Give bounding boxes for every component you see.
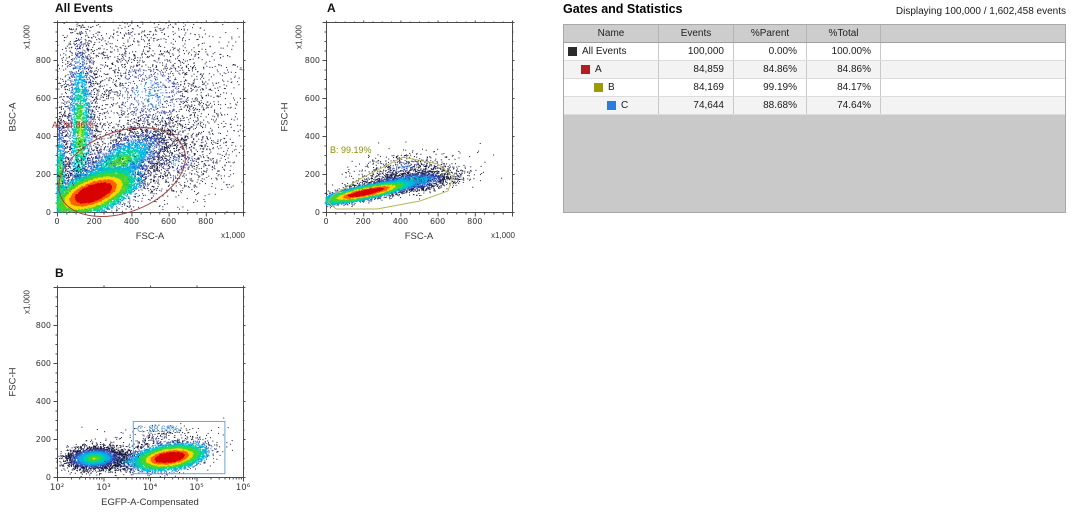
gate-name-label: All Events bbox=[582, 46, 627, 57]
table-cell: 74,644 bbox=[659, 97, 734, 114]
y-axis-label: FSC-H bbox=[279, 102, 291, 132]
table-row-all-events[interactable]: All Events 100,000 0.00% 100.00% bbox=[564, 43, 1065, 61]
displaying-events-text: Displaying 100,000 / 1,602,458 events bbox=[895, 6, 1066, 17]
table-cell: B bbox=[564, 79, 659, 96]
column-header-name[interactable]: Name bbox=[564, 25, 659, 42]
y-axis-multiplier: x1,000 bbox=[22, 289, 32, 315]
table-cell: 74.64% bbox=[807, 97, 881, 114]
y-axis-multiplier: x1,000 bbox=[22, 24, 32, 50]
gate-color-swatch bbox=[607, 101, 616, 110]
gate-b-label[interactable]: B: 99.19% bbox=[330, 145, 372, 155]
gate-name-label: B bbox=[608, 82, 615, 93]
plot-all-events: All Events x1,000 BSC-A FSC-A x1,000 A: … bbox=[0, 0, 270, 250]
table-cell: 100,000 bbox=[659, 43, 734, 60]
table-row-b[interactable]: B 84,169 99.19% 84.17% bbox=[564, 79, 1065, 97]
table-cell: 88.68% bbox=[734, 97, 807, 114]
table-cell: 0.00% bbox=[734, 43, 807, 60]
table-cell: All Events bbox=[564, 43, 659, 60]
x-axis-multiplier: x1,000 bbox=[490, 231, 515, 240]
y-axis-multiplier: x1,000 bbox=[294, 24, 304, 50]
table-header-row: Name Events %Parent %Total bbox=[564, 25, 1065, 43]
statistics-table: Name Events %Parent %Total All Events 100,00… bbox=[563, 24, 1066, 213]
gate-c-label[interactable]: C: 88.68% bbox=[137, 424, 180, 434]
column-header-extra[interactable] bbox=[881, 25, 1065, 42]
y-axis-label: BSC-A bbox=[7, 102, 19, 132]
table-cell bbox=[881, 43, 1065, 60]
x-axis-label: EGFP-A-Compensated bbox=[101, 497, 199, 508]
table-body: All Events 100,000 0.00% 100.00% A 84,859 84.8… bbox=[564, 43, 1065, 115]
table-cell: A bbox=[564, 61, 659, 78]
gate-a-density-plot-canvas[interactable] bbox=[272, 0, 522, 250]
table-cell: 84.86% bbox=[734, 61, 807, 78]
panel-title: Gates and Statistics bbox=[563, 2, 683, 16]
gate-color-swatch bbox=[581, 65, 590, 74]
table-cell: 84.17% bbox=[807, 79, 881, 96]
x-axis-label: FSC-A bbox=[135, 231, 165, 242]
gate-b-density-plot-canvas[interactable] bbox=[0, 265, 270, 526]
table-cell bbox=[881, 61, 1065, 78]
gate-name-label: C bbox=[621, 100, 629, 111]
y-axis-label: FSC-H bbox=[7, 367, 19, 397]
table-cell bbox=[881, 79, 1065, 96]
gate-name-label: A bbox=[595, 64, 602, 75]
column-header-events[interactable]: Events bbox=[659, 25, 734, 42]
table-cell: 100.00% bbox=[807, 43, 881, 60]
plot-gate-b: B x1,000 FSC-H EGFP-A-Compensated C: 88.… bbox=[0, 265, 270, 526]
table-cell: 84,169 bbox=[659, 79, 734, 96]
table-cell bbox=[881, 97, 1065, 114]
gate-color-swatch bbox=[594, 83, 603, 92]
plot-title: B bbox=[55, 266, 64, 280]
table-row-c[interactable]: C 74,644 88.68% 74.64% bbox=[564, 97, 1065, 115]
column-header-pct-total[interactable]: %Total bbox=[807, 25, 881, 42]
gate-a-label[interactable]: A: 84.86% bbox=[52, 120, 94, 130]
table-cell: 99.19% bbox=[734, 79, 807, 96]
gate-color-swatch bbox=[568, 47, 577, 56]
plot-title: A bbox=[327, 1, 336, 15]
table-row-a[interactable]: A 84,859 84.86% 84.86% bbox=[564, 61, 1065, 79]
plot-gate-a: A x1,000 FSC-H FSC-A x1,000 B: 99.19% bbox=[272, 0, 522, 250]
x-axis-label: FSC-A bbox=[404, 231, 434, 242]
x-axis-multiplier: x1,000 bbox=[220, 231, 245, 240]
table-cell: C bbox=[564, 97, 659, 114]
table-cell: 84.86% bbox=[807, 61, 881, 78]
all-events-density-plot-canvas[interactable] bbox=[0, 0, 270, 250]
gates-and-statistics-panel: Gates and Statistics Displaying 100,000 … bbox=[563, 0, 1066, 526]
table-cell: 84,859 bbox=[659, 61, 734, 78]
plot-title: All Events bbox=[55, 1, 114, 15]
column-header-pct-parent[interactable]: %Parent bbox=[734, 25, 807, 42]
